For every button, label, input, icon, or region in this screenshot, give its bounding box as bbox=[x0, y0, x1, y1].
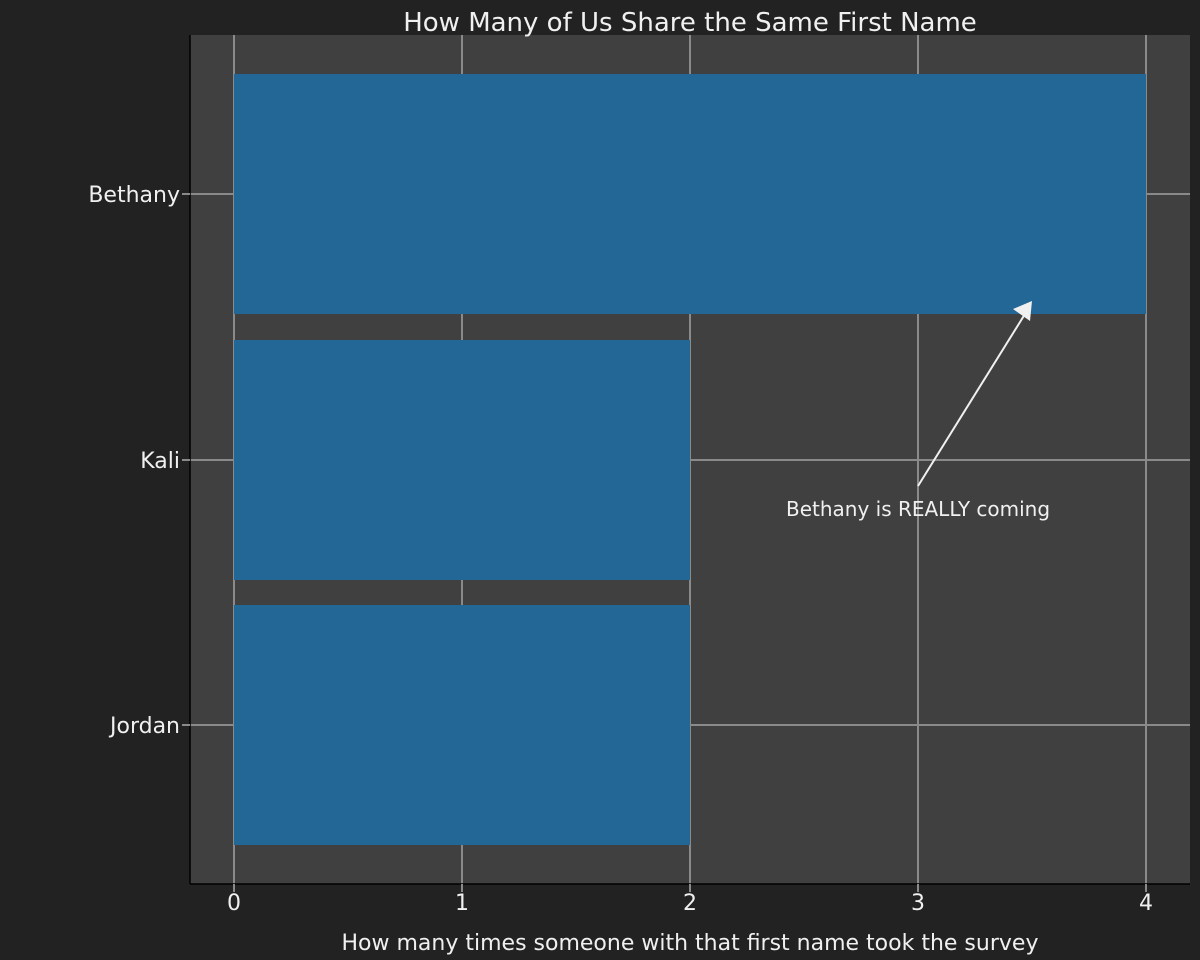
x-tick-label-4: 4 bbox=[1139, 891, 1153, 916]
annotation-arrow-head bbox=[1013, 301, 1032, 321]
bar-kali bbox=[234, 340, 690, 580]
y-tick-label-kali: Kali bbox=[140, 449, 180, 474]
x-tick-label-3: 3 bbox=[911, 891, 925, 916]
bar-jordan bbox=[234, 605, 690, 845]
x-tick-label-1: 1 bbox=[455, 891, 469, 916]
y-tick-label-jordan: Jordan bbox=[108, 714, 180, 739]
plot-layer: 0 1 2 3 4 Bethany Kali Jordan How Many of Us Sha… bbox=[88, 8, 1190, 956]
bar-bethany bbox=[234, 74, 1146, 314]
annotation-text: Bethany is REALLY coming bbox=[786, 497, 1050, 521]
y-tick-label-bethany: Bethany bbox=[88, 183, 180, 208]
annotation-arrow-line bbox=[917, 313, 1026, 487]
x-tick-label-2: 2 bbox=[683, 891, 697, 916]
chart-title: How Many of Us Share the Same First Name bbox=[403, 8, 977, 38]
x-axis-label: How many times someone with that first n… bbox=[342, 931, 1039, 956]
x-tick-label-0: 0 bbox=[227, 891, 241, 916]
